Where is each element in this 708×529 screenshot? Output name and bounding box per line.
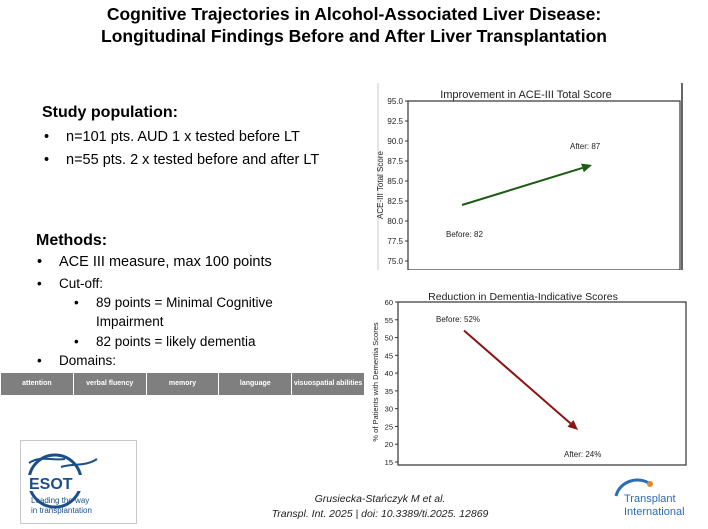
methods-item-cutoff: • Cut-off: xyxy=(37,276,104,291)
c2-ytick-label: 20 xyxy=(385,440,393,449)
dementia-before-label: Before: 52% xyxy=(436,315,480,324)
ace-iii-plot-area xyxy=(407,100,681,270)
dementia-trend-line xyxy=(463,329,572,425)
methods-heading: Methods: xyxy=(36,232,108,249)
ace-iii-arrowhead xyxy=(581,163,592,173)
esot-emblem-icon: ESOT Leading the way in transplantation xyxy=(27,453,98,515)
c1-ytick-label: 95.0 xyxy=(387,97,403,106)
esot-tagline-2: in transplantation xyxy=(31,506,92,515)
dementia-chart-title: Reduction in Dementia-Indicative Scores xyxy=(428,291,618,303)
ti-swoosh-icon xyxy=(614,478,651,497)
ace-iii-trend-line xyxy=(461,166,583,206)
c1-ytick-label: 85.0 xyxy=(387,177,403,186)
cutoff-mci: • 89 points = Minimal Cognitive xyxy=(74,295,273,310)
c2-ytick-label: 30 xyxy=(385,405,393,414)
dementia-after-label: After: 24% xyxy=(564,450,601,459)
methods-item-measure: • ACE III measure, max 100 points xyxy=(37,254,272,270)
ace-iii-before-label: Before: 82 xyxy=(446,230,483,239)
citation-doi: Transpl. Int. 2025 | doi: 10.3389/ti.202… xyxy=(271,508,489,520)
domain-visuospatial: visuospatial abilities xyxy=(292,373,365,395)
c2-ytick-label: 40 xyxy=(385,369,393,378)
citation-authors: Grusiecka-Stańczyk M et al. xyxy=(314,493,446,505)
study-population-heading: Study population: xyxy=(42,104,178,121)
ace-iii-chart-title: Improvement in ACE-III Total Score xyxy=(440,89,612,101)
dementia-plot-area xyxy=(397,301,687,466)
c2-ytick-label: 50 xyxy=(385,334,393,343)
c1-ytick-label: 77.5 xyxy=(387,237,403,246)
c1-ytick-label: 92.5 xyxy=(387,117,403,126)
c2-ytick-label: 15 xyxy=(385,458,393,467)
ti-line1: Transplant xyxy=(624,493,676,505)
c2-ytick-label: 25 xyxy=(385,422,393,431)
ace-iii-y-axis-label: ACE-III Total Score xyxy=(376,151,385,219)
ace-iii-after-label: After: 87 xyxy=(570,142,601,151)
study-item-2: • n=55 pts. 2 x tested before and after L… xyxy=(44,152,320,168)
ace-iii-chart: Improvement in ACE-III Total Score ACE-I… xyxy=(370,83,685,270)
dementia-y-axis-label: % of Patients with Dementia Scores xyxy=(371,322,380,441)
c2-ytick-label: 45 xyxy=(385,351,393,360)
ti-dot-icon xyxy=(647,481,653,487)
domain-language: language xyxy=(219,373,293,395)
c2-ytick-label: 55 xyxy=(385,316,393,325)
c1-ytick-label: 82.5 xyxy=(387,197,403,206)
cutoff-mci-cont: Impairment xyxy=(96,314,164,329)
ti-line2: International xyxy=(624,506,685,518)
domains-bar: attention verbal fluency memory language… xyxy=(1,373,365,395)
transplant-international-logo: Transplant International xyxy=(614,478,685,518)
cutoff-dementia: • 82 points = likely dementia xyxy=(74,334,256,349)
c1-ytick-label: 80.0 xyxy=(387,217,403,226)
esot-tagline-1: Leading the way xyxy=(31,496,89,505)
esot-logo: ESOT Leading the way in transplantation xyxy=(20,440,137,524)
c1-ytick-label: 75.0 xyxy=(387,257,403,266)
domain-attention: attention xyxy=(1,373,74,395)
c1-ytick-label: 87.5 xyxy=(387,157,403,166)
study-item-1: • n=101 pts. AUD 1 x tested before LT xyxy=(44,129,300,145)
dementia-chart: Reduction in Dementia-Indicative Scores … xyxy=(368,287,690,469)
page-title-line1: Cognitive Trajectories in Alcohol-Associ… xyxy=(106,4,602,24)
esot-wordmark: ESOT xyxy=(29,476,73,493)
c2-ytick-label: 60 xyxy=(385,298,393,307)
domain-memory: memory xyxy=(146,373,220,395)
dementia-arrowhead xyxy=(567,420,578,430)
c1-ytick-label: 90.0 xyxy=(387,137,403,146)
c2-ytick-label: 35 xyxy=(385,387,393,396)
page-title-line2: Longitudinal Findings Before and After L… xyxy=(101,26,607,46)
methods-item-domains: • Domains: xyxy=(37,353,117,368)
domain-verbal-fluency: verbal fluency xyxy=(73,373,147,395)
